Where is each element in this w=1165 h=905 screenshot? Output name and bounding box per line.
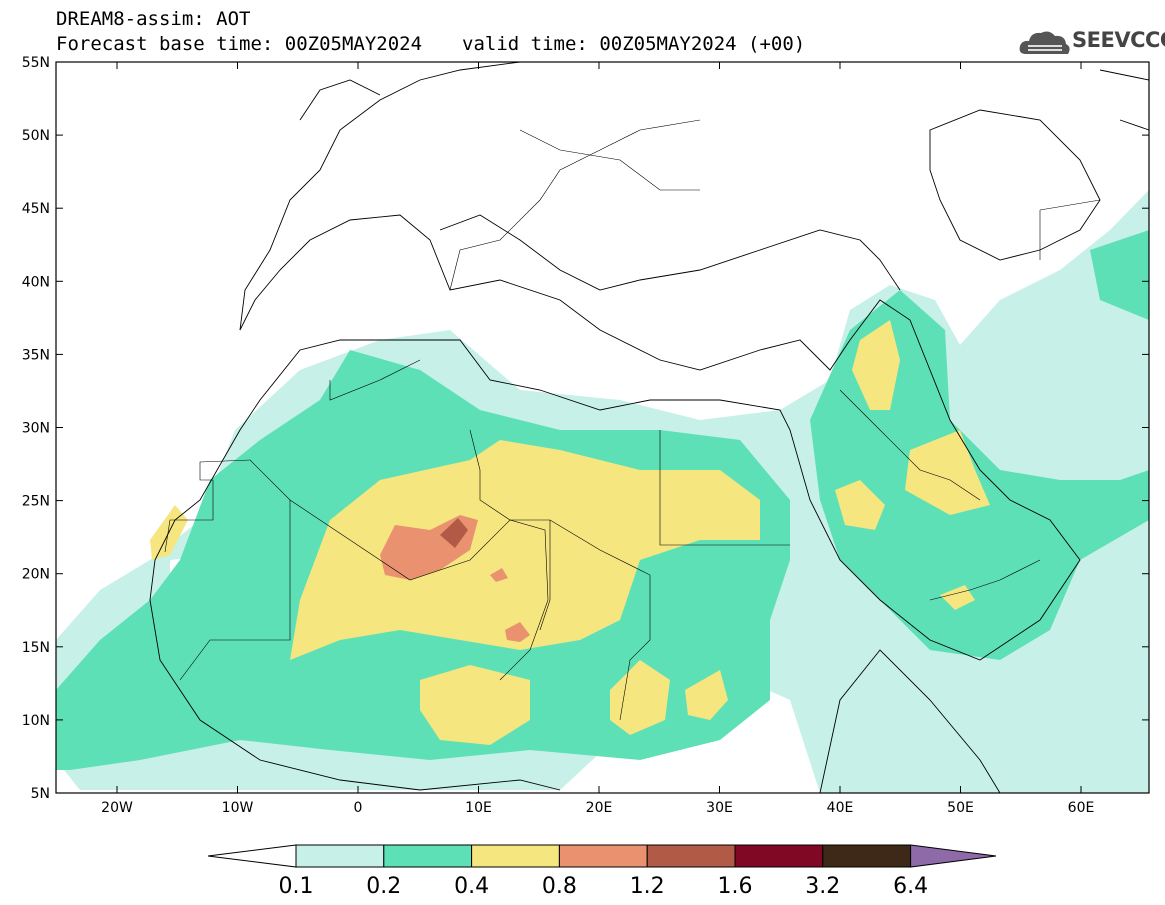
colorbar-segment: [471, 844, 560, 868]
lat-label: 45N: [22, 201, 50, 217]
colorbar-label: 0.4: [454, 874, 489, 899]
lon-label: 40E: [827, 800, 854, 816]
base-time: Forecast base time: 00Z05MAY2024: [56, 33, 423, 55]
aot-band-1.2: [440, 518, 468, 548]
lon-label: 30E: [706, 800, 733, 816]
colorbar-segment: [734, 844, 824, 868]
cloud-icon: [1019, 31, 1070, 54]
colorbar-under-arrow: [207, 844, 297, 868]
lat-label: 55N: [22, 55, 50, 71]
lat-label: 30N: [22, 421, 50, 437]
lon-label: 60E: [1068, 800, 1095, 816]
colorbar-label: 1.6: [718, 874, 753, 899]
colorbar-label: 1.2: [630, 874, 665, 899]
lat-label: 20N: [22, 567, 50, 583]
lat-label: 50N: [22, 128, 50, 144]
valid-time: valid time: 00Z05MAY2024 (+00): [462, 33, 806, 55]
aot-band-0.4: [290, 440, 760, 660]
map-title: DREAM8-assim: AOT: [56, 8, 251, 30]
colorbar-segment: [822, 844, 912, 868]
lat-label: 35N: [22, 347, 50, 363]
colorbar-segment: [646, 844, 736, 868]
lon-label: 50E: [947, 800, 974, 816]
axis-ticks: 55N 50N 45N 40N 35N 30N 25N 20N 15N 10N 5N 20W 10W 0 1…: [22, 55, 1149, 816]
lat-label: 5N: [31, 786, 50, 802]
lon-label: 10W: [222, 800, 254, 816]
colorbar-over-arrow: [910, 844, 997, 868]
colorbar-segment: [383, 844, 473, 868]
lat-label: 40N: [22, 274, 50, 290]
colorbar-label: 0.2: [366, 874, 401, 899]
aot-field: [56, 190, 1149, 793]
seevccc-logo: SEEVCCC: [1018, 26, 1165, 58]
lat-label: 25N: [22, 494, 50, 510]
colorbar-segment: [558, 844, 648, 868]
colorbar-label: 3.2: [805, 874, 840, 899]
colorbar-label: 6.4: [893, 874, 928, 899]
borders: [164, 119, 1101, 721]
lat-label: 10N: [22, 713, 50, 729]
colorbar-label: 0.8: [542, 874, 577, 899]
colorbar-label: 0.1: [279, 874, 314, 899]
colorbar-segment: [295, 844, 385, 868]
lon-label: 20W: [101, 800, 133, 816]
colorbar: 0.1 0.2 0.4 0.8 1.2 1.6 3.2 6.4: [207, 844, 997, 899]
lon-label: 0: [354, 800, 363, 816]
lon-label: 10E: [465, 800, 492, 816]
lon-label: 20E: [586, 800, 613, 816]
lat-label: 15N: [22, 640, 50, 656]
time-info: Forecast base time: 00Z05MAY2024 valid ti…: [56, 33, 805, 55]
